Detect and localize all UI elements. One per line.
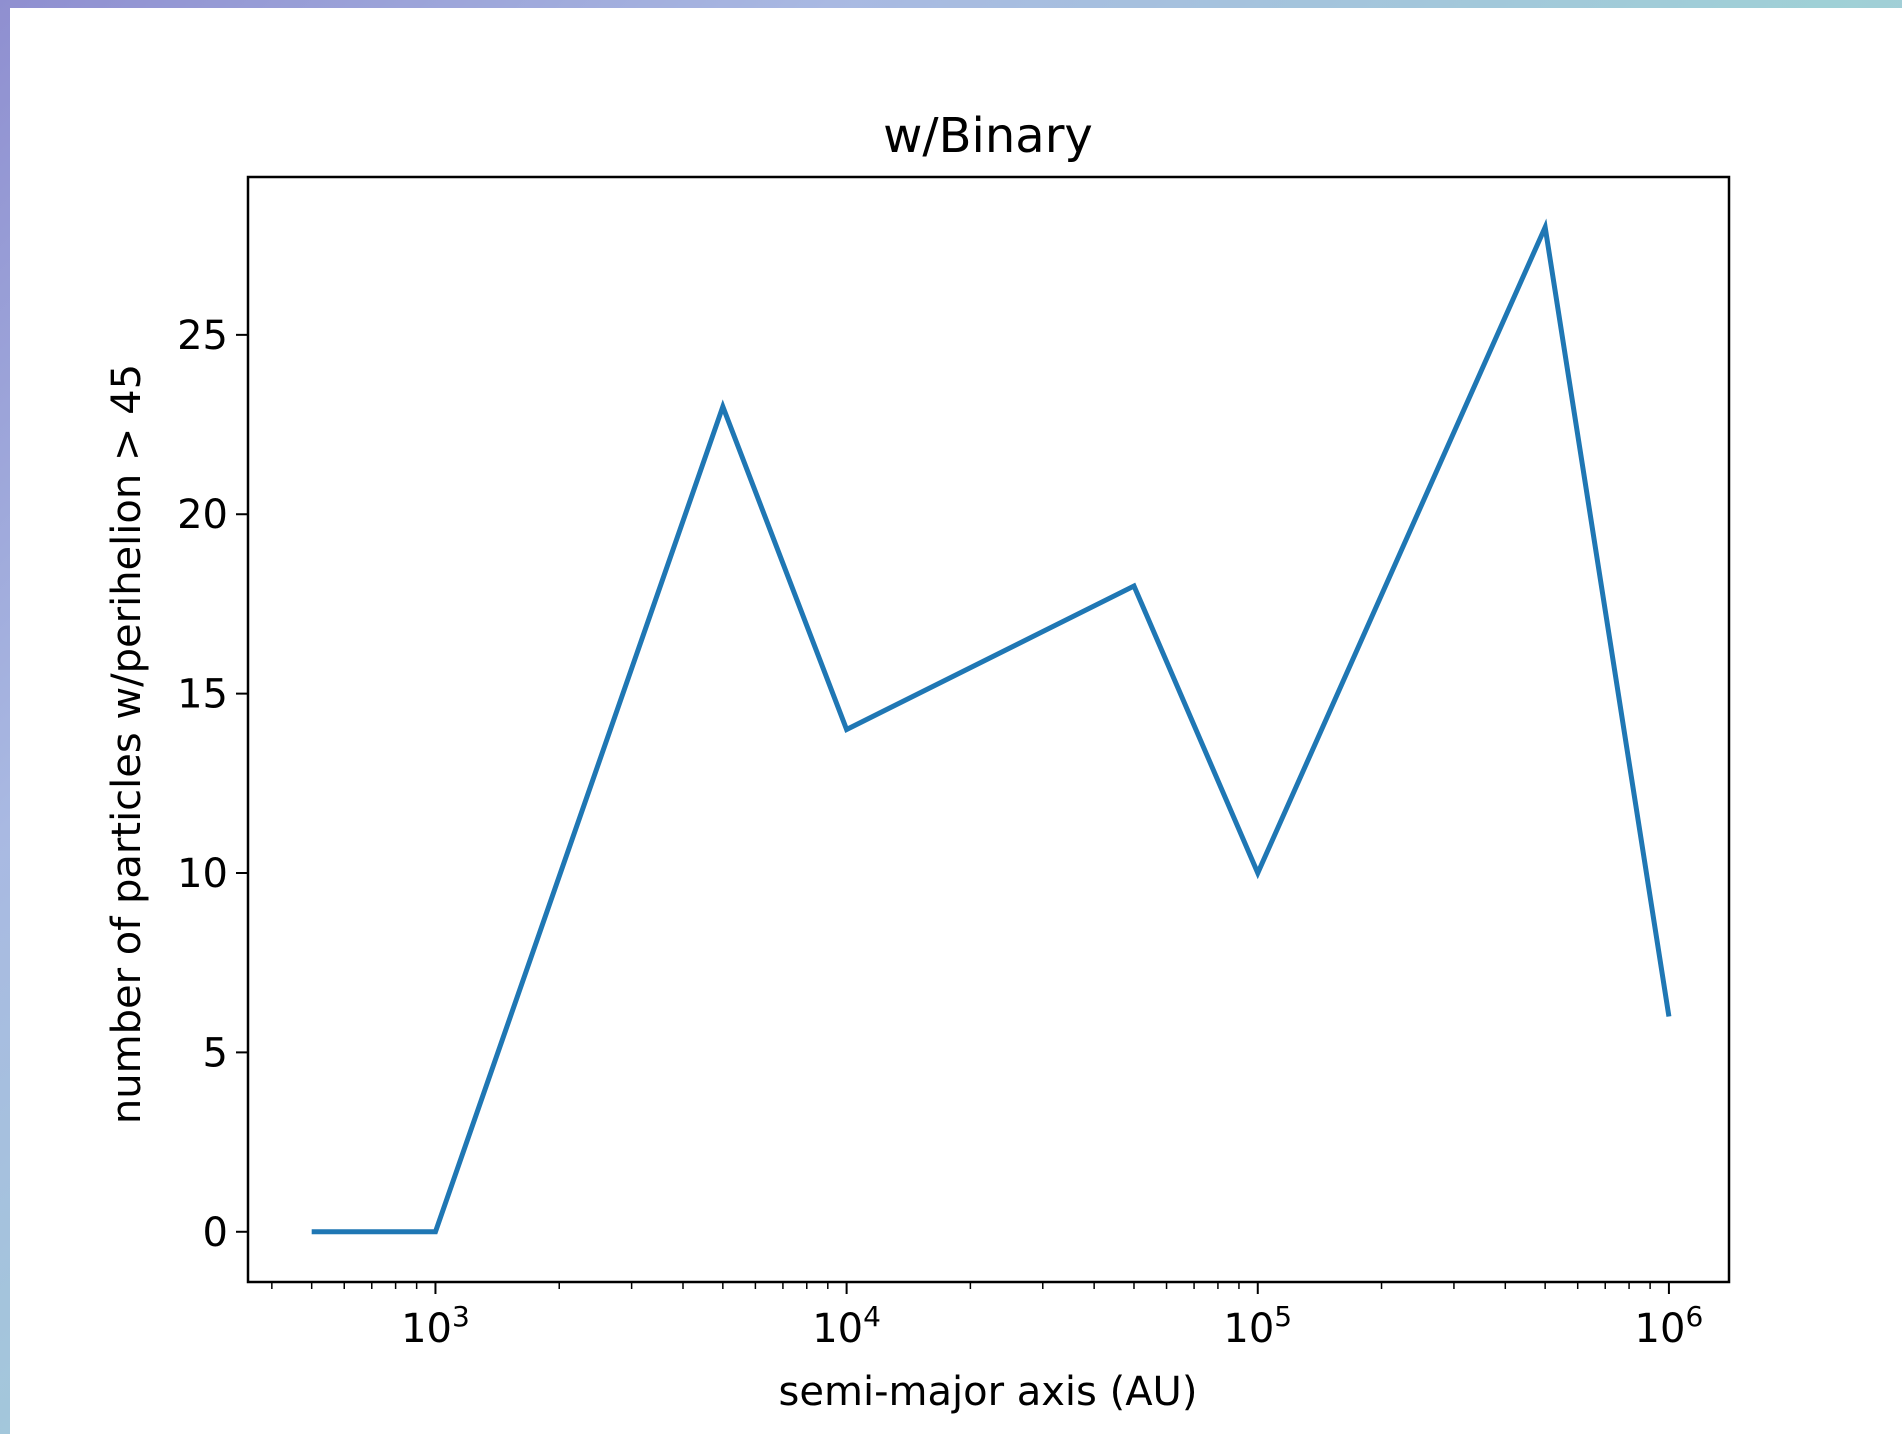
x-axis-ticks: 103 104 105 106 (271, 1282, 1704, 1352)
y-tick-label: 10 (177, 851, 228, 897)
figure-background (10, 8, 1902, 1434)
y-tick-label: 0 (203, 1210, 228, 1256)
y-tick-label: 15 (177, 672, 228, 718)
y-tick-label: 20 (177, 492, 228, 538)
y-tick-label: 5 (203, 1030, 228, 1076)
y-tick-label: 25 (177, 313, 228, 359)
y-axis-ticks: 0 5 10 15 20 25 (177, 313, 248, 1256)
x-tick-label: 106 (1635, 1300, 1704, 1352)
plot-frame (246, 175, 1731, 1284)
x-tick-label: 103 (401, 1300, 470, 1352)
chart-title: w/Binary (883, 108, 1093, 164)
y-axis-label: number of particles w/perihelion > 45 (104, 364, 150, 1124)
x-axis-label: semi-major axis (AU) (779, 1369, 1198, 1415)
series-line (311, 218, 1672, 1235)
x-tick-label: 104 (812, 1300, 881, 1352)
x-tick-label: 105 (1223, 1300, 1292, 1352)
